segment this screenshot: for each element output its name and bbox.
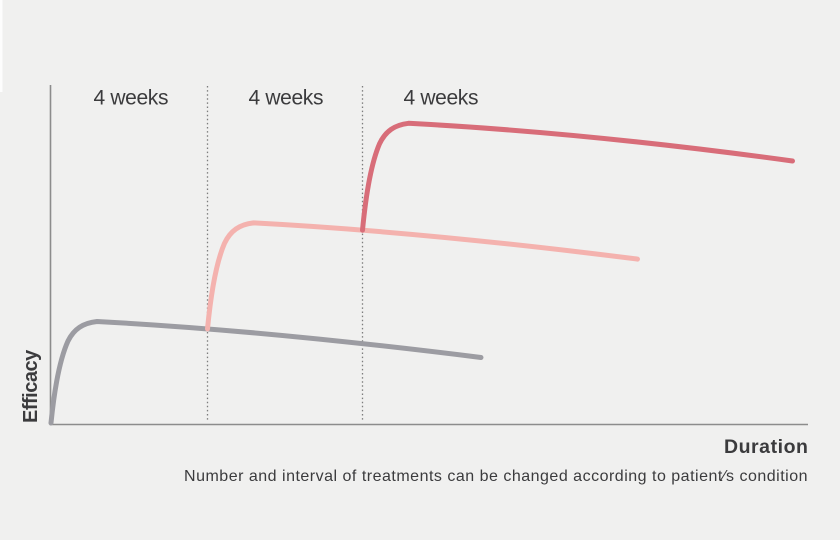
- svg-text:4 weeks: 4 weeks: [404, 87, 479, 110]
- svg-text:4 weeks: 4 weeks: [249, 87, 324, 110]
- svg-text:Efficacy: Efficacy: [20, 349, 42, 423]
- svg-text:Duration: Duration: [724, 436, 809, 458]
- svg-text:Number and interval of treatme: Number and interval of treatments can be…: [184, 468, 808, 485]
- svg-text:4 weeks: 4 weeks: [94, 87, 169, 110]
